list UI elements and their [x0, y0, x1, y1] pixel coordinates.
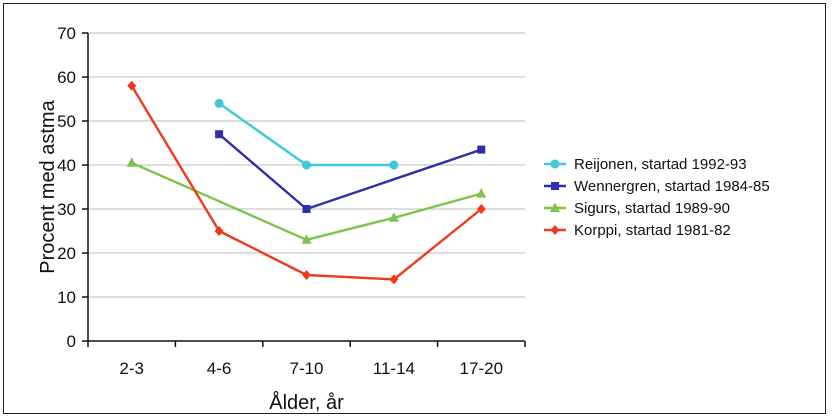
x-tick-label: 17-20: [460, 359, 503, 378]
series-3: [126, 157, 487, 244]
data-point: [302, 205, 311, 213]
legend-label: Reijonen, startad 1992-93: [574, 156, 747, 173]
data-point: [302, 270, 311, 280]
x-tick-label: 4-6: [207, 359, 232, 378]
data-point: [389, 274, 399, 285]
x-tick-label: 11-14: [373, 359, 415, 378]
data-point: [389, 160, 399, 170]
data-point: [477, 145, 486, 154]
legend-label: Sigurs, startad 1989-90: [574, 200, 730, 217]
legend-marker: [550, 225, 560, 235]
data-point: [127, 80, 137, 91]
series-1: [214, 98, 399, 170]
series-lines: [126, 80, 487, 285]
data-point: [476, 188, 487, 198]
x-tick-label: 2-3: [119, 359, 144, 378]
legend-label: Wennergren, startad 1984-85: [574, 178, 770, 195]
data-point: [388, 212, 399, 222]
series-line: [131, 161, 482, 242]
series-line: [218, 133, 482, 211]
y-tick-label: 10: [57, 288, 76, 307]
line-chart: 0 10 20 30 40 50 60 70 2-3 4-6 7-10 11-14 17-20 Proc…: [37, 24, 770, 414]
legend-label: Korppi, startad 1981-82: [574, 222, 731, 239]
legend-marker: [551, 182, 559, 190]
y-tick-label: 0: [67, 332, 76, 351]
legend-marker: [550, 202, 560, 212]
tick-labels: 0 10 20 30 40 50 60 70 2-3 4-6 7-10 11-14 17-20: [57, 24, 503, 378]
y-tick-label: 60: [57, 68, 76, 87]
data-point: [126, 157, 137, 167]
x-axis-title: Ålder, år: [269, 391, 344, 414]
series-line: [130, 85, 483, 281]
y-tick-label: 40: [57, 156, 76, 175]
y-tick-label: 50: [57, 112, 76, 131]
legend-item: Sigurs, startad 1989-90: [544, 200, 730, 217]
y-tick-label: 20: [57, 244, 76, 263]
series-2: [215, 130, 486, 213]
axes: [82, 32, 526, 347]
data-point: [301, 234, 312, 244]
data-point: [302, 160, 311, 170]
y-tick-label: 30: [57, 200, 76, 219]
data-point: [215, 130, 224, 139]
legend-marker: [550, 159, 560, 169]
series-4: [127, 80, 486, 285]
legend-item: Reijonen, startad 1992-93: [544, 156, 747, 173]
data-point: [214, 226, 224, 236]
data-point: [214, 98, 224, 108]
legend-item: Korppi, startad 1981-82: [544, 222, 731, 239]
chart-frame: 0 10 20 30 40 50 60 70 2-3 4-6 7-10 11-14 17-20 Proc…: [3, 3, 826, 414]
data-point: [476, 204, 486, 214]
y-axis-title: Procent med astma: [37, 99, 59, 273]
y-tick-label: 70: [57, 24, 76, 43]
legend: Reijonen, startad 1992-93 Wennergren, sta…: [544, 156, 770, 239]
x-tick-label: 7-10: [289, 359, 323, 378]
legend-item: Wennergren, startad 1984-85: [544, 178, 770, 195]
